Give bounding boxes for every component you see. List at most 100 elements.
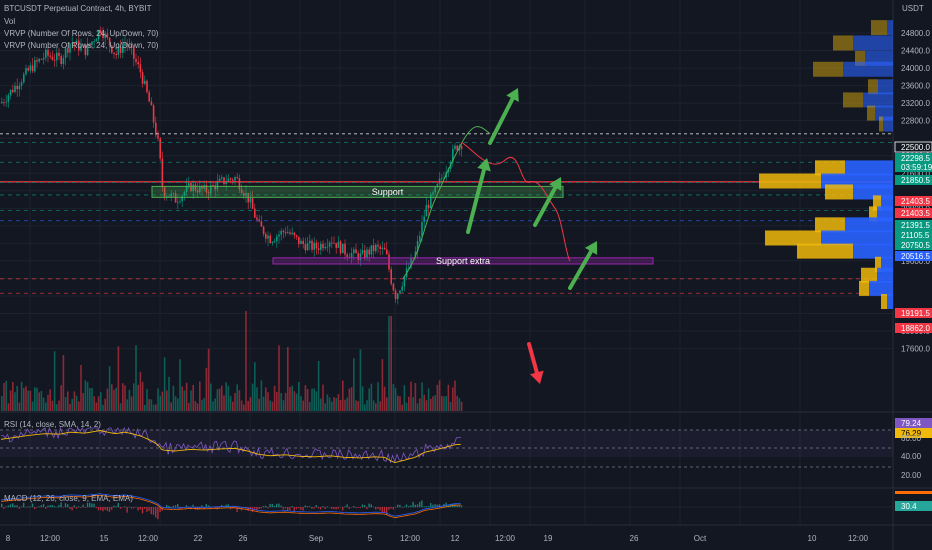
volume-bar — [317, 360, 320, 411]
candle-body — [344, 243, 346, 255]
macd-histogram-bar — [282, 507, 284, 510]
candle-body — [106, 33, 109, 38]
macd-histogram-bar — [304, 505, 306, 508]
macd-histogram-bar — [16, 505, 18, 508]
volume-bar — [117, 346, 120, 411]
candle-body — [159, 138, 161, 159]
volume-bar — [207, 348, 210, 411]
volume-bar — [124, 385, 126, 411]
macd-histogram-bar — [168, 505, 170, 508]
price-badge-text: 22298.5 — [901, 154, 930, 163]
candle-body — [9, 89, 12, 96]
volume-bar — [243, 404, 245, 411]
macd-histogram-bar — [115, 506, 117, 508]
candle-body — [251, 198, 254, 209]
macd-histogram-bar — [100, 507, 102, 510]
candle-body — [73, 43, 76, 45]
candle-body — [135, 58, 137, 63]
macd-histogram-bar — [302, 507, 304, 511]
price-badge-text: 21403.5 — [901, 209, 930, 218]
volume-bar — [430, 398, 432, 411]
macd-histogram-bar — [460, 505, 463, 508]
volume-bar — [58, 400, 60, 411]
volume-bar — [203, 398, 205, 411]
macd-histogram-bar — [335, 507, 337, 510]
candle-body — [260, 221, 263, 227]
macd-histogram-bar — [157, 507, 159, 520]
price-tick-label: 24800.0 — [901, 29, 930, 38]
price-tick-label: 24400.0 — [901, 47, 930, 56]
volume-bar — [115, 387, 117, 411]
vp-sell-bar — [843, 92, 863, 108]
vp-sell-bar — [881, 294, 887, 310]
macd-histogram-bar — [295, 507, 298, 510]
candle-body — [401, 286, 403, 291]
candle-body — [31, 65, 34, 72]
volume-bar — [122, 383, 124, 411]
volume-bar — [155, 404, 157, 411]
macd-histogram-bar — [53, 506, 56, 508]
macd-histogram-bar — [185, 505, 188, 508]
candle-body — [443, 177, 445, 179]
macd-histogram-bar — [133, 507, 135, 509]
macd-histogram-bar — [40, 505, 42, 508]
vp-buy-bar — [877, 267, 893, 283]
macd-histogram-bar — [119, 507, 122, 509]
macd-histogram-bar — [256, 507, 258, 511]
candle-body — [311, 240, 313, 250]
candle-body — [267, 235, 269, 239]
candle-body — [139, 64, 142, 73]
volume-bar — [181, 386, 183, 411]
macd-histogram-bar — [414, 504, 416, 508]
volume-bar — [326, 394, 329, 411]
candle-body — [300, 240, 302, 245]
candle-body — [45, 49, 47, 58]
volume-bar — [335, 397, 337, 411]
volume-bar — [3, 383, 5, 411]
candle-body — [23, 74, 25, 83]
volume-bar — [9, 390, 12, 411]
macd-histogram-bar — [27, 506, 29, 508]
price-badge-text: 03:59:19 — [901, 163, 932, 172]
volume-bar — [89, 388, 91, 411]
macd-histogram-bar — [423, 506, 425, 508]
volume-bar — [412, 397, 414, 411]
candle-body — [183, 192, 186, 196]
macd-histogram-bar — [458, 504, 460, 508]
candle-body — [181, 195, 183, 202]
volume-bar — [205, 367, 208, 411]
candle-body — [306, 243, 309, 251]
candle-body — [366, 249, 368, 258]
macd-histogram-bar — [454, 504, 456, 508]
macd-histogram-bar — [23, 502, 25, 508]
candle-body — [232, 179, 234, 181]
candle-body — [280, 230, 282, 235]
volume-bar — [458, 398, 461, 411]
candle-body — [322, 243, 324, 249]
candle-body — [284, 232, 287, 234]
macd-histogram-bar — [148, 507, 150, 511]
candle-body — [434, 187, 436, 193]
volume-bar — [69, 403, 71, 411]
macd-histogram-bar — [144, 507, 146, 509]
candle-body — [60, 55, 62, 65]
volume-bar — [5, 380, 7, 411]
volume-bar — [47, 394, 49, 411]
candle-body — [12, 89, 14, 93]
macd-histogram-bar — [342, 507, 344, 511]
candle-body — [104, 33, 106, 39]
candle-body — [357, 253, 359, 260]
macd-histogram-bar — [289, 507, 291, 511]
candle-body — [130, 45, 133, 49]
candle-body — [256, 217, 258, 220]
macd-histogram-bar — [405, 504, 408, 508]
candle-body — [337, 241, 340, 248]
candle-body — [324, 246, 326, 249]
macd-histogram-bar — [227, 504, 229, 508]
macd-histogram-bar — [416, 504, 419, 508]
candle-body — [144, 80, 146, 84]
candle-body — [210, 185, 212, 194]
volume-bar — [355, 400, 357, 411]
time-tick-label: 15 — [100, 534, 109, 543]
